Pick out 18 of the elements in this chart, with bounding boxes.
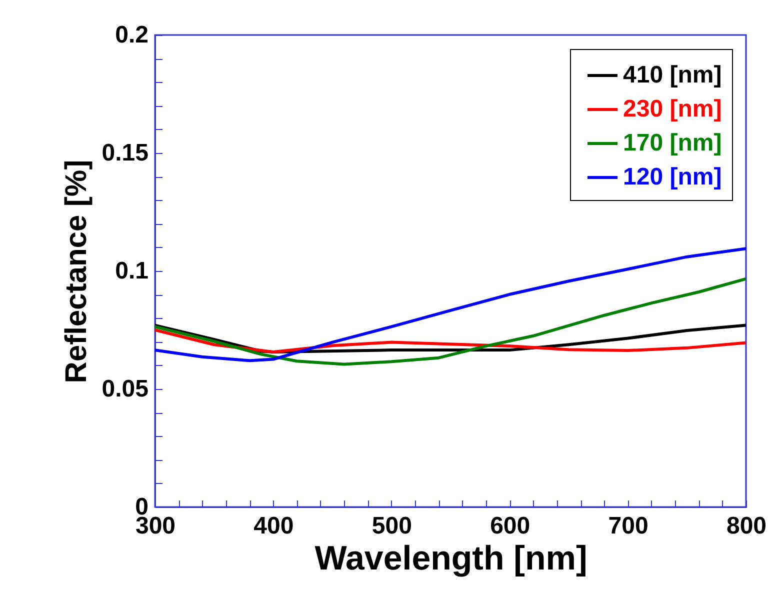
x-tick-label: 400 [254,512,294,540]
x-axis-title: Wavelength [nm] [314,540,588,578]
legend-label: 120 [nm] [623,164,722,190]
x-tick-label: 600 [490,512,530,540]
y-tick-label: 0.1 [115,258,148,284]
legend-label: 170 [nm] [623,130,722,156]
legend-label: 410 [nm] [623,62,722,88]
y-tick-label: 0.05 [102,376,148,402]
x-tick-label: 700 [608,512,648,540]
line-series [155,247,746,362]
y-tick-label: 0.2 [115,22,148,48]
y-tick-label: 0.15 [102,140,148,166]
line-series [155,328,746,354]
x-tick-label: 800 [726,512,767,540]
legend-label: 230 [nm] [623,96,722,122]
line-series [155,277,746,366]
x-tick-label: 500 [372,512,412,540]
y-axis-title: Reflectance [%] [60,160,93,384]
